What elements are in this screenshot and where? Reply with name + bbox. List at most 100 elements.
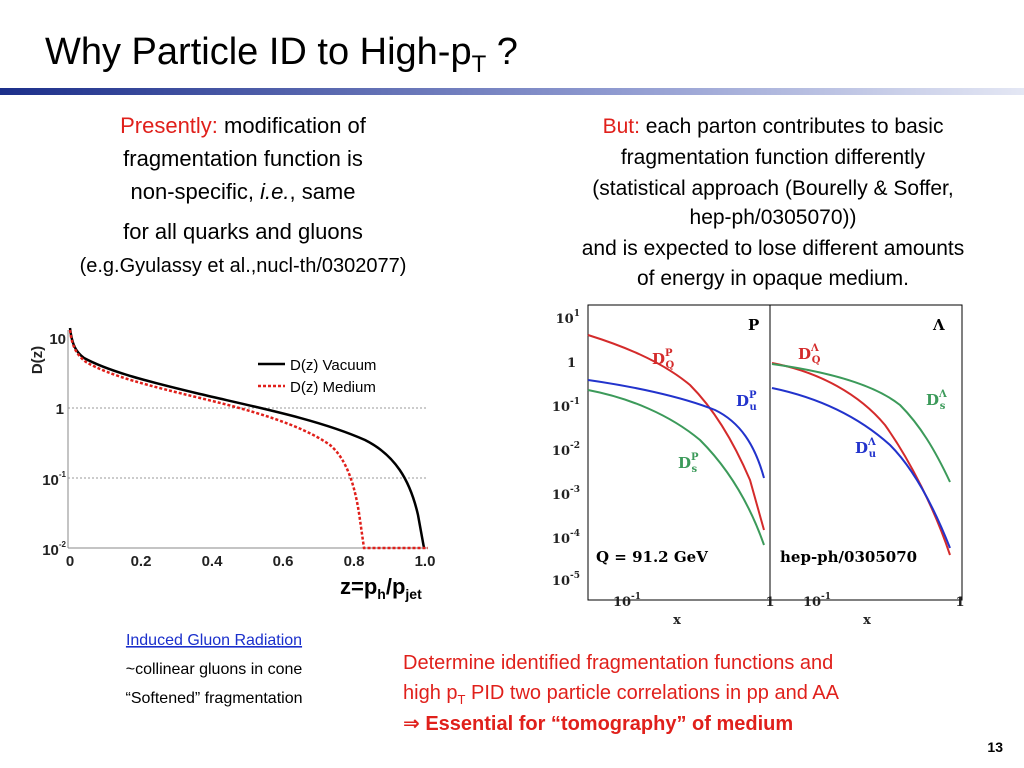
legend-entry: D(z) Vacuum [290,357,376,374]
x-tick-label: 0 [66,553,74,570]
title-sub: T [472,51,487,78]
right-line: hep-ph/0305070)) [690,206,857,229]
title-text: Why Particle ID to High-p [45,31,472,73]
y-tick-label: 10-2 [42,540,66,559]
x-tick-label: 10-1 [613,592,641,610]
tick-exp: -4 [570,529,580,539]
y-tick-label: 1 [56,401,64,418]
label-sub: u [869,449,876,460]
bottom-left: Induced Gluon Radiation ~collinear gluon… [126,632,303,707]
legend-entry: D(z) Medium [290,379,376,396]
x-ticks: 0 0.2 0.4 0.6 0.8 1.0 [66,553,436,570]
title-end: ? [486,31,518,73]
curve-label: DP s [678,452,699,475]
tick-base: 10 [552,574,570,589]
x-axis-label: x [863,613,871,628]
tick-exp: -2 [570,441,580,451]
tick-base: 10 [42,542,59,559]
y-ticks: 101 1 10-1 10-2 10-3 10-4 10-5 [552,309,580,589]
curve-label: DP u [736,390,757,413]
label-d: D [926,391,939,409]
label-sub: u [750,402,757,413]
tick-exp: 1 [574,309,580,319]
x-tick-label: 0.4 [202,553,224,570]
tick-base: 1 [765,595,774,610]
conclusion-line: Determine identified fragmentation funct… [403,652,833,674]
curve-s [771,363,951,483]
x-tick-label: 0.8 [344,553,365,570]
tick-base: 1 [955,595,964,610]
right-plot: 101 1 10-1 10-2 10-3 10-4 10-5 10-1 1 10… [552,304,965,628]
left-line: (e.g.Gyulassy et al.,nucl-th/0302077) [80,255,407,277]
tick-base: 10 [552,444,570,459]
y-tick-label: 10-1 [42,470,66,489]
text: PID two particle correlations in pp and … [465,682,839,704]
x-tick-label: 0.6 [273,553,294,570]
panel-frame [769,304,963,601]
curve-label: DP Q [652,348,675,371]
right-text: But: each parton contributes to basic fr… [582,115,965,290]
curve-q [587,334,765,531]
text: non-specific, [130,179,260,204]
tick-base: 10 [552,532,570,547]
plot-bg [40,310,435,605]
x-tick-label: 1.0 [415,553,436,570]
left-text: Presently: modification of fragmentation… [80,113,407,277]
text-sub: T [458,692,466,707]
tick-base: 10 [552,400,570,415]
medium-curve [68,329,428,550]
x-axis-label: x [673,613,681,628]
label-sup: Λ [938,389,947,400]
panel-note: hep-ph/0305070 [780,548,917,566]
panel-tag: Λ [932,316,945,334]
left-line: non-specific, i.e., same [130,179,355,204]
tick-base: 1 [56,401,64,418]
panel-tag: P [748,316,759,334]
vacuum-curve [68,327,426,549]
slide-title: Why Particle ID to High-pT ? [45,31,518,78]
x-ticks: 10-1 1 10-1 1 x x [613,592,965,628]
conclusion-line: ⇒ Essential for “tomography” of medium [403,713,793,735]
tick-base: 10 [49,331,66,348]
x-tick-label: 1 [765,595,774,610]
curve-s [587,389,765,546]
label-part: z=p [340,574,377,599]
text: , same [289,179,355,204]
label-d: D [798,345,811,363]
x-tick-label: 10-1 [803,592,831,610]
label-d: D [736,392,749,410]
left-line: fragmentation function is [123,146,363,171]
label-part: /p [386,574,406,599]
y-axis-label: D(z) [29,346,46,374]
link[interactable]: Induced Gluon Radiation [126,632,302,649]
left-line: for all quarks and gluons [123,219,363,244]
tick-base: 10 [556,312,574,327]
tick-base: 1 [567,356,576,371]
page-number: 13 [987,739,1003,755]
curve-q [771,362,951,556]
emphasis: But: [603,115,640,138]
label-d: D [678,454,691,472]
tick-exp: -2 [59,540,67,549]
y-ticks: 10 1 10-1 10-2 [42,331,66,559]
curve-label: DΛ Q [798,343,821,366]
right-line: (statistical approach (Bourelly & Soffer… [592,177,953,200]
y-tick-label: 1 [567,356,576,371]
right-line: fragmentation function differently [621,146,926,169]
label-sub: Q [812,355,821,366]
label-sup: P [691,452,699,463]
right-line: But: each parton contributes to basic [603,115,944,138]
emphasis: Presently: [120,113,218,138]
tick-exp: -1 [821,592,831,602]
x-tick-label: 0.2 [131,553,152,570]
y-tick-label: 101 [556,309,580,327]
label-sub: Q [666,360,675,371]
y-tick-label: 10-2 [552,441,580,459]
tick-exp: -1 [631,592,641,602]
right-line: and is expected to lose different amount… [582,237,965,260]
y-tick-label: 10-5 [552,571,580,589]
curve-label: DΛ s [926,389,947,412]
label-sup: P [665,348,673,359]
y-tick-label: 10 [49,331,66,348]
